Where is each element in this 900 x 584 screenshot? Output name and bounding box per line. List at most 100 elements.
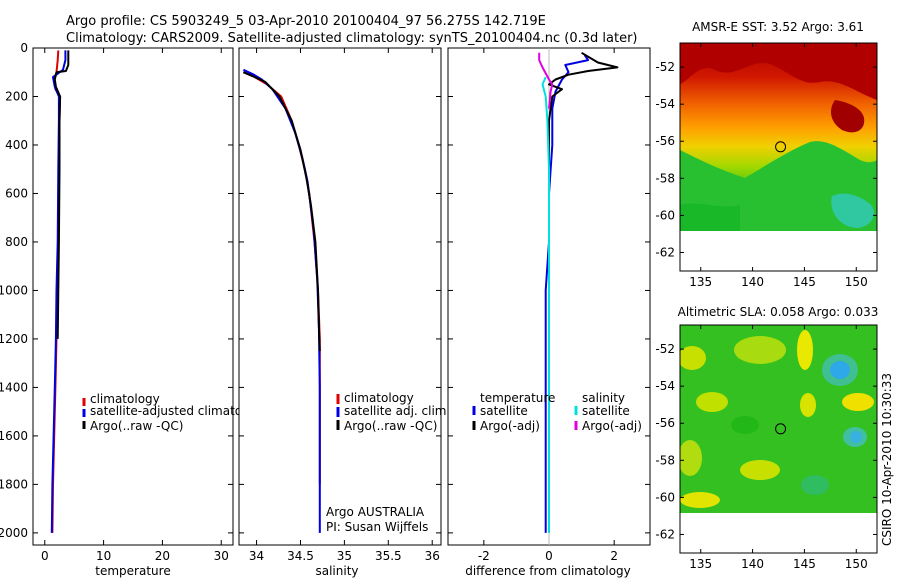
x-tick-label: 30 [214, 549, 229, 563]
difference-legend: temperature satellite Argo(-adj) salinit… [472, 391, 642, 433]
y-tick-label: 1400 [0, 380, 28, 394]
map-y-tick-label: -58 [655, 171, 675, 185]
x-tick-label: -2 [478, 549, 490, 563]
sst-field [680, 43, 877, 231]
sla-high-5 [800, 393, 816, 417]
y-tick-label: 1200 [0, 332, 28, 346]
legend-temp-argo: Argo(-adj) [480, 419, 540, 433]
y-tick-label: 1800 [0, 477, 28, 491]
map-y-tick-label: -56 [655, 134, 675, 148]
sla-field [680, 325, 877, 513]
map-x-tick-label: 140 [741, 557, 764, 571]
salinity-xlabel: salinity [315, 564, 358, 578]
x-tick-label: 2 [610, 549, 618, 563]
y-tick-label: 0 [20, 41, 28, 55]
map-y-tick-label: -62 [655, 527, 675, 541]
legend-temp-satellite: satellite [480, 404, 528, 418]
y-tick-label: 1600 [0, 429, 28, 443]
map-y-tick-label: -60 [655, 490, 675, 504]
legend-argo: Argo(..raw -QC) [90, 419, 183, 433]
temperature-xlabel: temperature [95, 564, 170, 578]
difference-xlabel: difference from climatology [465, 564, 631, 578]
sla-high-4 [797, 330, 813, 370]
series-line-argo-raw-qc- [53, 50, 70, 339]
map-y-tick-label: -54 [655, 379, 675, 393]
csiro-timestamp: CSIRO 10-Apr-2010 10:30:33 [880, 373, 894, 546]
float-annotation-line1: Argo AUSTRALIA [326, 505, 425, 519]
legend-sal-argo: Argo(-adj) [582, 419, 642, 433]
salinity-ticks: 34 34.5 35 35.5 36 [239, 47, 441, 563]
difference-ticks: -2 0 2 [448, 47, 650, 563]
series-line-temperature-argo-adj- [548, 51, 619, 242]
map-y-tick-label: -52 [655, 60, 675, 74]
sla-map-frame [679, 324, 878, 554]
y-tick-label: 400 [5, 138, 28, 152]
sla-high-7 [680, 440, 702, 476]
sst-cold-patch-2 [680, 203, 740, 231]
salinity-lines [242, 68, 321, 533]
float-position-marker [775, 141, 787, 153]
sst-map-title: AMSR-E SST: 3.52 Argo: 3.61 [692, 20, 864, 34]
y-tick-label: 200 [5, 89, 28, 103]
x-tick-label: 0 [545, 549, 553, 563]
legend-temperature-title: temperature [480, 391, 555, 405]
map-x-tick-label: 150 [845, 275, 868, 289]
legend-satellite-adj: satellite adj. clim. [344, 404, 450, 418]
sla-low-4 [801, 475, 829, 495]
y-tick-label: 1000 [0, 283, 28, 297]
sst-nodata [680, 231, 877, 271]
sst-warm-region [680, 43, 877, 100]
x-tick-label: 10 [96, 549, 111, 563]
sst-cold-patch [831, 193, 874, 228]
temperature-legend: climatology satellite-adjusted climatolo… [82, 392, 268, 433]
sla-high-2 [734, 336, 786, 364]
legend-sal-satellite: satellite [582, 404, 630, 418]
map-y-tick-label: -54 [655, 97, 675, 111]
series-line-temperature-satellite [544, 54, 590, 533]
map-x-tick-label: 150 [845, 557, 868, 571]
legend-salinity-title: salinity [582, 391, 625, 405]
sst-map-ticks: 135 140 145 150 -52 -54 -56 -58 -60 -62 [655, 43, 877, 289]
series-line-salinity-satellite [541, 76, 550, 533]
difference-lines [538, 48, 619, 545]
legend-climatology: climatology [344, 391, 414, 405]
sst-map: AMSR-E SST: 3.52 Argo: 3.61 135 140 145 150… [655, 20, 878, 289]
title-line-1: Argo profile: CS 5903249_5 03-Apr-2010 2… [66, 14, 546, 29]
legend-argo: Argo(..raw -QC) [344, 419, 437, 433]
sst-warm-eddy [830, 100, 865, 133]
difference-panel: -2 0 2 difference from climatology tempera… [447, 47, 651, 578]
float-position-marker [775, 423, 787, 435]
map-x-tick-label: 135 [689, 275, 712, 289]
sla-nodata [680, 513, 877, 553]
map-y-tick-label: -52 [655, 342, 675, 356]
temperature-ticks: 0 10 20 30 0 200 400 600 800 1000 1200 1400 1600 1800… [0, 41, 233, 563]
sst-map-frame [679, 42, 878, 272]
map-y-tick-label: -56 [655, 416, 675, 430]
float-annotation-line2: PI: Susan Wijffels [326, 520, 428, 534]
x-tick-label: 35 [337, 549, 352, 563]
title-line-2: Climatology: CARS2009. Satellite-adjuste… [66, 31, 638, 46]
x-tick-label: 36 [425, 549, 440, 563]
sla-low-1 [830, 361, 850, 379]
legend-climatology: climatology [90, 392, 160, 406]
map-y-tick-label: -62 [655, 245, 675, 259]
map-y-tick-label: -58 [655, 453, 675, 467]
salinity-axes-frame [238, 47, 442, 546]
sla-low-2 [850, 431, 862, 443]
salinity-panel: 34 34.5 35 35.5 36 salinity climatology sate… [238, 47, 450, 578]
series-line-salinity-argo-adj- [538, 52, 554, 109]
x-tick-label: 0 [41, 549, 49, 563]
x-tick-label: 34.5 [287, 549, 314, 563]
temperature-axes-frame [32, 47, 234, 546]
series-line-argo-raw-qc- [243, 71, 321, 352]
y-tick-label: 2000 [0, 526, 28, 540]
map-y-tick-label: -60 [655, 208, 675, 222]
map-x-tick-label: 145 [793, 275, 816, 289]
x-tick-label: 35.5 [375, 549, 402, 563]
salinity-legend: climatology satellite adj. clim. Argo(..… [326, 391, 450, 534]
sla-low-3 [731, 416, 759, 434]
sla-map-title: Altimetric SLA: 0.058 Argo: 0.033 [678, 305, 879, 319]
legend-satellite-adjusted: satellite-adjusted climatology [90, 404, 268, 418]
y-tick-label: 800 [5, 235, 28, 249]
